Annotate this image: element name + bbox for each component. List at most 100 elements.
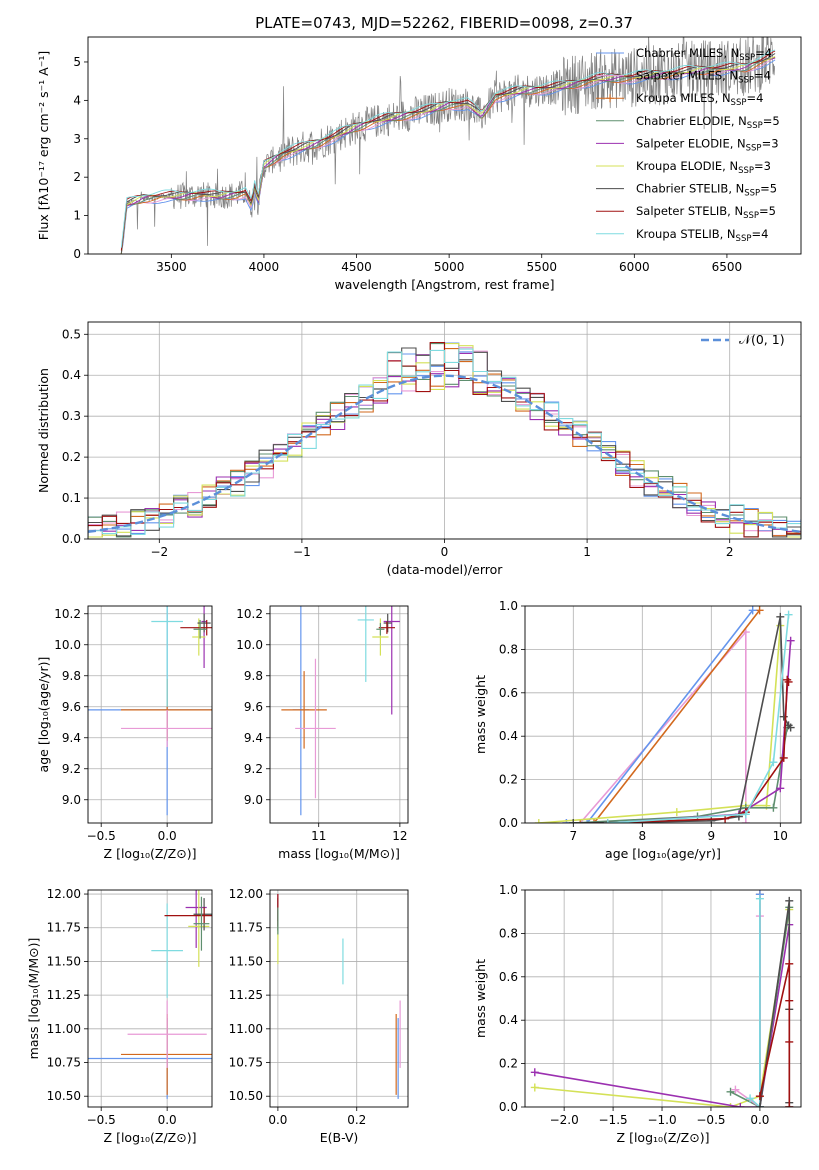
y-tick-label: 0.0 — [62, 532, 81, 546]
y-tick-label: 11.50 — [229, 954, 263, 968]
x-tick-label: 0.0 — [158, 1113, 177, 1127]
y-tick-label: 10.0 — [236, 638, 263, 652]
weight-line-kroupa-stelib — [607, 614, 790, 823]
weight-point-salpeter-miles — [731, 1085, 740, 1094]
legend-subscript: SSP — [738, 166, 754, 176]
y-tick-label: 2 — [73, 170, 81, 184]
y-tick-label: 0.4 — [499, 729, 518, 743]
legend-entry-chabrier-miles: Chabrier MILES, NSSP=4 — [636, 46, 772, 63]
plot-area — [525, 606, 801, 823]
plot-area — [270, 606, 408, 823]
axes-frame — [524, 605, 802, 824]
y-tick-label: 1.0 — [499, 883, 518, 897]
x-axis-label: Z [log₁₀(Z/Z⊙)] — [104, 846, 197, 861]
weight-point-salpeter-stelib — [784, 677, 793, 686]
y-tick-label: 10.2 — [236, 607, 263, 621]
x-tick-label: −1 — [293, 545, 311, 559]
weight-point-chabrier-miles — [583, 819, 592, 823]
legend-count: =4 — [755, 46, 772, 60]
mass-vs-metallicity-panel: −0.5 0.0 10.50 10.75 11.00 11.25 11.50 11.75 12.… — [26, 887, 213, 1145]
y-tick-label: 0.0 — [499, 816, 518, 830]
x-tick-label: 5500 — [526, 260, 557, 274]
legend-entry-normal: 𝒩(0, 1) — [739, 332, 785, 347]
x-tick-label: 2 — [726, 545, 734, 559]
plot-area — [88, 606, 212, 823]
weight-point-kroupa-elodie — [530, 1083, 539, 1092]
weight-point-kroupa-stelib — [755, 894, 764, 903]
x-tick-label: 0.0 — [268, 1113, 287, 1127]
legend-count: =5 — [759, 204, 776, 218]
weight-point-salpeter-miles — [741, 819, 750, 823]
x-tick-label: −0.5 — [87, 1113, 116, 1127]
y-tick-label: 10.2 — [54, 607, 81, 621]
legend-entry-kroupa-elodie: Kroupa ELODIE, NSSP=3 — [636, 159, 771, 176]
x-tick-label: 3500 — [156, 260, 187, 274]
y-tick-label: 11.00 — [229, 1022, 263, 1036]
y-tick-label: 5 — [73, 55, 81, 69]
x-tick-label: 4000 — [249, 260, 280, 274]
weight-point-kroupa-stelib — [741, 810, 750, 819]
spectrum-panel: 3500 4000 4500 5000 5500 6000 6500 0 1 2 3 4 5 wavele… — [36, 36, 802, 292]
normal-curve — [88, 374, 801, 533]
axes-frame — [269, 605, 409, 824]
weight-point-kroupa-stelib — [603, 819, 612, 823]
legend-subscript: SSP — [738, 76, 754, 86]
weight-point-salpeter-stelib — [785, 959, 794, 968]
x-tick-label: 11 — [311, 829, 326, 843]
legend-subscript: SSP — [736, 234, 752, 244]
weight-point-salpeter-stelib — [779, 753, 788, 762]
axes-frame — [269, 889, 409, 1108]
x-tick-label: 5000 — [434, 260, 465, 274]
y-tick-label: 11.00 — [47, 1022, 81, 1036]
age-vs-metallicity-panel: −0.5 0.0 9.0 9.2 9.4 9.6 9.8 10.0 10.2 Z [log₁₀(Z… — [36, 605, 213, 861]
y-tick-label: 9.4 — [62, 731, 81, 745]
weight-line-kroupa-stelib — [749, 898, 761, 1107]
y-tick-label: 9.4 — [244, 731, 263, 745]
plot-area — [120, 37, 776, 254]
y-tick-label: 0.2 — [499, 773, 518, 787]
y-tick-label: 0.8 — [499, 926, 518, 940]
y-tick-label: 9.2 — [244, 762, 263, 776]
model-line-kroupa-stelib — [120, 49, 776, 248]
weight-line-salpeter-miles — [566, 629, 747, 823]
weight-vs-age-panel: 7 8 9 10 0.0 0.2 0.4 0.6 0.8 1.0 age [log₁₀(age/yr… — [473, 599, 802, 861]
x-tick-label: 9 — [707, 829, 715, 843]
weight-point-salpeter-stelib — [785, 1037, 794, 1046]
mass-vs-ebv-panel: 0.0 0.2 10.50 10.75 11.00 11.25 11.50 11.75 12.0… — [229, 887, 409, 1145]
x-tick-label: −0.5 — [87, 829, 116, 843]
x-axis-label: mass [log₁₀(M/M⊙)] — [278, 846, 400, 861]
age-vs-mass-panel: 11 12 9.0 9.2 9.4 9.6 9.8 10.0 10.2 mass [log₁₀(M… — [236, 605, 409, 861]
weight-point-chabrier-stelib — [786, 723, 795, 732]
legend-count: =5 — [760, 182, 777, 196]
y-tick-label: 0.3 — [62, 409, 81, 423]
weight-vs-metallicity-panel: −2.0 −1.5 −1.0 −0.5 0.0 0.0 0.2 0.4 0.6 0.8 1.0 Z [… — [473, 883, 802, 1145]
y-tick-label: 0.6 — [499, 970, 518, 984]
residuals-panel: −2 −1 0 1 2 0.0 0.1 0.2 0.3 0.4 0.5 (data-model)/er… — [36, 321, 802, 577]
axes-frame — [87, 36, 802, 255]
x-axis-label: Z [log₁₀(Z/Z⊙)] — [104, 1130, 197, 1145]
weight-line-salpeter-stelib — [607, 677, 790, 823]
y-tick-label: 11.75 — [47, 921, 81, 935]
weight-point-kroupa-stelib — [769, 758, 778, 767]
legend-subscript: SSP — [744, 189, 760, 199]
legend: Chabrier MILES, NSSP=4 Salpeter MILES, NS… — [596, 46, 780, 244]
x-tick-label: 0.0 — [750, 1113, 769, 1127]
axes-frame — [87, 889, 213, 1108]
y-tick-label: 10.75 — [229, 1056, 263, 1070]
x-axis-label: E(B-V) — [320, 1130, 359, 1145]
plot-area — [270, 890, 408, 1107]
legend-marker — [606, 94, 614, 103]
legend-subscript: SSP — [743, 211, 759, 221]
y-tick-label: 0.2 — [62, 450, 81, 464]
y-tick-label: 1.0 — [499, 599, 518, 613]
y-tick-label: 9.6 — [244, 700, 263, 714]
legend-count: =3 — [754, 159, 771, 173]
weight-line-salpeter-stelib — [759, 963, 791, 1107]
y-axis-label: Normed distribution — [36, 368, 51, 493]
weight-point-chabrier-elodie — [726, 1087, 735, 1096]
legend-entry-chabrier-stelib: Chabrier STELIB, NSSP=5 — [636, 182, 777, 199]
x-tick-label: −2.0 — [550, 1113, 579, 1127]
x-axis-label: wavelength [Angstrom, rest frame] — [334, 277, 554, 292]
y-axis-label: Flux [fλ10⁻¹⁷ erg cm⁻² s⁻¹ A⁻¹] — [36, 51, 51, 240]
y-tick-label: 9.0 — [62, 793, 81, 807]
